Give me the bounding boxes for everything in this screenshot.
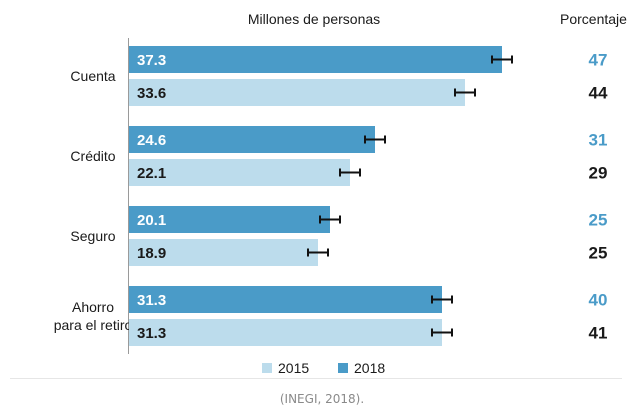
percent-label: 31: [589, 131, 608, 150]
bar-value-label: 20.1: [137, 212, 166, 229]
percent-label: 25: [589, 244, 608, 263]
category-label: Cuenta: [70, 68, 115, 84]
bar-value-label: 33.6: [137, 85, 166, 102]
percent-label: 44: [589, 84, 608, 103]
bar-value-label: 31.3: [137, 292, 166, 309]
category-label-line: Ahorro: [72, 299, 114, 315]
percent-label: 47: [589, 51, 608, 70]
category-label: Crédito: [70, 148, 115, 164]
bar-chart: Millones de personas Porcentaje Cuenta 37…: [54, 11, 627, 376]
category-label: Seguro: [70, 228, 115, 244]
separator-line: [10, 378, 622, 379]
legend-label: 2015: [278, 360, 309, 376]
percent-label: 40: [589, 291, 608, 310]
bar-value-label: 37.3: [137, 52, 166, 69]
bar-2018: [129, 286, 442, 313]
bar-2015: [129, 159, 350, 186]
bar-value-label: 31.3: [137, 325, 166, 342]
legend-swatch-2015: [262, 363, 272, 373]
bar-value-label: 24.6: [137, 132, 166, 149]
legend-label: 2018: [354, 360, 385, 376]
bar-2015: [129, 79, 465, 106]
category-label-line: Cuenta: [70, 68, 115, 84]
category-label: Ahorro para el retiro: [54, 299, 133, 333]
bar-2018: [129, 126, 375, 153]
bars-group: Cuenta 37.3 47 33.6 44 Crédito 24.6 31 22.1 29 Seg…: [54, 46, 608, 346]
category-label-line: Crédito: [70, 148, 115, 164]
category-label-line: Seguro: [70, 228, 115, 244]
bar-2018: [129, 206, 330, 233]
legend-swatch-2018: [338, 363, 348, 373]
percent-label: 41: [589, 324, 608, 343]
legend: 2015 2018: [262, 360, 385, 376]
header-left: Millones de personas: [248, 11, 380, 27]
source-caption: (INEGI, 2018).: [279, 392, 365, 406]
bar-2015: [129, 319, 442, 346]
category-label-line: para el retiro: [54, 317, 133, 333]
header-right: Porcentaje: [560, 11, 627, 27]
bar-2018: [129, 46, 502, 73]
bar-value-label: 18.9: [137, 245, 166, 262]
bar-value-label: 22.1: [137, 165, 166, 182]
bar-2015: [129, 239, 318, 266]
percent-label: 25: [589, 211, 608, 230]
percent-label: 29: [589, 164, 608, 183]
